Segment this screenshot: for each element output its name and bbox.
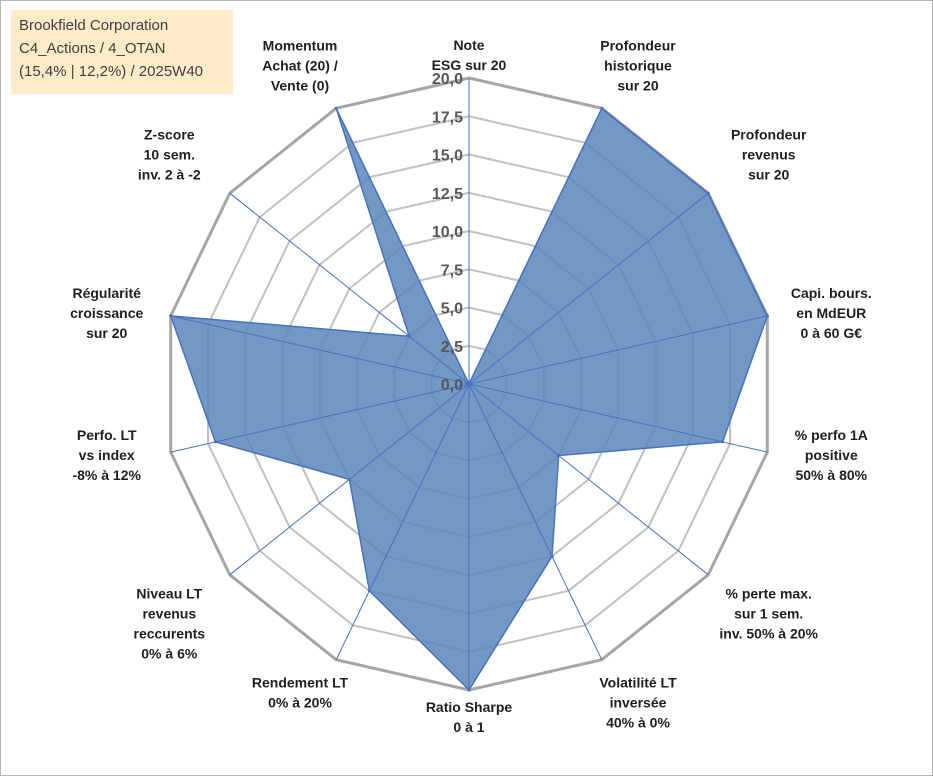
spoke-4 [468,383,768,453]
category-label-5-line-2: inv. 50% à 20% [719,626,818,642]
category-label-2-line-1: revenus [742,147,796,163]
category-label-10: Perfo. LT vs index -8% à 12% [72,427,141,483]
category-label-11: Régularité croissance sur 20 [70,285,143,341]
chart-title-line-1: Brookfield Corporation [19,17,169,34]
category-label-4-line-0: % perfo 1A [795,427,868,443]
category-label-1-line-0: Profondeur [600,38,676,54]
category-label-7: Ratio Sharpe 0 à 1 [426,699,513,735]
category-label-3-line-2: 0 à 60 G€ [801,325,863,341]
spoke-6 [468,383,603,660]
category-label-8: Rendement LT 0% à 20% [252,674,349,710]
tick-label-7: 17,5 [432,109,463,126]
spoke-5 [468,383,709,576]
category-label-4: % perfo 1A positive 50% à 80% [795,427,868,483]
category-label-5-line-0: % perte max. [726,586,812,602]
tick-label-5: 12,5 [432,186,463,203]
category-label-0-line-0: Note [453,37,484,53]
spoke-8 [335,383,470,660]
tick-label-3: 7,5 [441,262,463,279]
category-label-12-line-1: 10 sem. [144,147,195,163]
chart-title-box: Brookfield Corporation C4_Actions / 4_OT… [11,10,233,94]
category-label-6-line-1: inversée [610,694,667,710]
category-label-13-line-2: Vente (0) [271,78,329,94]
category-label-13-line-1: Achat (20) / [262,58,338,74]
category-label-9-line-3: 0% à 6% [141,646,198,662]
category-label-2-line-0: Profondeur [731,127,807,143]
spoke-2 [468,192,709,385]
category-label-1-line-1: historique [604,58,672,74]
category-label-9-line-2: reccurents [134,626,206,642]
category-label-3: Capi. bours. en MdEUR 0 à 60 G€ [791,285,872,341]
category-label-8-line-0: Rendement LT [252,674,349,690]
category-label-6: Volatilité LT inversée 40% à 0% [599,674,677,730]
category-labels: Note ESG sur 20 Profondeur historique sur 20… [70,37,872,735]
category-label-11-line-2: sur 20 [86,325,127,341]
category-label-0-line-1: ESG sur 20 [432,57,507,73]
category-label-11-line-1: croissance [70,305,143,321]
tick-label-8: 20,0 [432,71,463,88]
tick-label-6: 15,0 [432,148,463,165]
category-label-6-line-2: 40% à 0% [606,714,670,730]
category-label-3-line-1: en MdEUR [796,305,866,321]
category-label-6-line-0: Volatilité LT [599,674,677,690]
category-label-10-line-1: vs index [79,447,135,463]
category-label-1-line-2: sur 20 [617,78,658,94]
category-label-10-line-0: Perfo. LT [77,427,137,443]
radial-tick-labels: 0,0 2,5 5,0 7,5 10,0 12,5 15,0 17,5 20,0 [432,71,463,394]
chart-title-line-2: C4_Actions / 4_OTAN [19,40,166,57]
category-label-9: Niveau LT revenus reccurents 0% à 6% [134,586,206,662]
category-label-13: Momentum Achat (20) / Vente (0) [262,38,338,94]
tick-label-2: 5,0 [441,301,463,318]
tick-label-1: 2,5 [441,339,463,356]
tick-label-4: 10,0 [432,224,463,241]
spoke-11 [170,315,470,385]
category-label-9-line-1: revenus [142,606,196,622]
category-label-4-line-2: 50% à 80% [795,467,867,483]
category-label-4-line-1: positive [805,447,858,463]
chart-title-line-3: (15,4% | 12,2%) / 2025W40 [19,63,203,80]
spoke-10 [170,383,470,453]
category-label-7-line-1: 0 à 1 [453,719,484,735]
category-label-2: Profondeur revenus sur 20 [731,127,807,183]
tick-label-0: 0,0 [441,377,463,394]
category-label-8-line-1: 0% à 20% [268,694,332,710]
category-label-0: Note ESG sur 20 [432,37,507,73]
category-label-12-line-2: inv. 2 à -2 [138,167,201,183]
spoke-1 [468,108,603,385]
category-label-9-line-0: Niveau LT [136,586,202,602]
category-label-5: % perte max. sur 1 sem. inv. 50% à 20% [719,586,818,642]
category-label-5-line-1: sur 1 sem. [734,606,803,622]
category-label-12: Z-score 10 sem. inv. 2 à -2 [138,127,201,183]
spoke-9 [229,383,470,576]
category-label-1: Profondeur historique sur 20 [600,38,676,94]
category-label-11-line-0: Régularité [72,285,141,301]
category-label-2-line-2: sur 20 [748,167,789,183]
category-label-10-line-2: -8% à 12% [72,467,141,483]
category-label-13-line-0: Momentum [263,38,338,54]
spoke-13 [335,108,470,385]
category-label-3-line-0: Capi. bours. [791,285,872,301]
category-label-7-line-0: Ratio Sharpe [426,699,513,715]
spoke-12 [229,192,470,385]
spoke-3 [468,315,768,385]
radar-spokes [170,78,768,690]
category-label-12-line-0: Z-score [144,127,195,143]
